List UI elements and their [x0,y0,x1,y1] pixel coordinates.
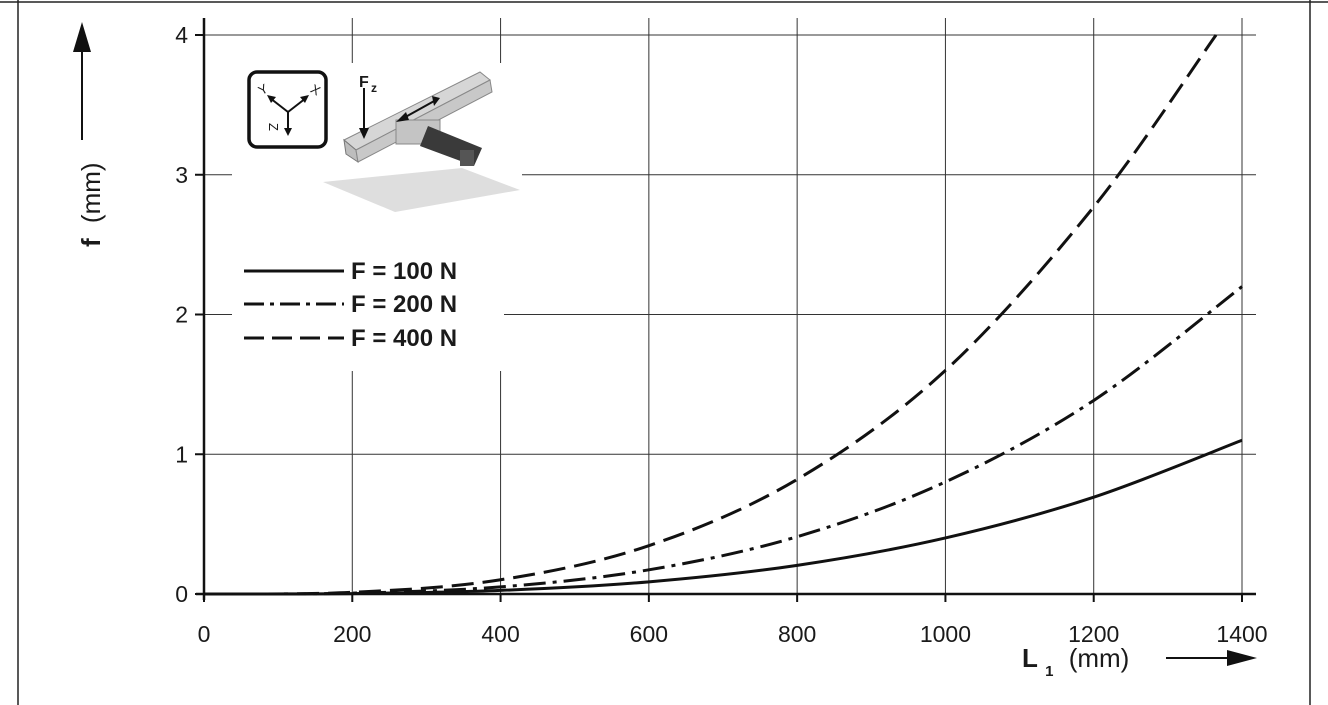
coordinate-system-icon: Y X Z [249,72,326,147]
x-axis-symbol: L [1022,643,1038,673]
inset-illustration: Y X Z F z [232,63,522,278]
y-tick-label: 3 [175,162,188,188]
x-axis-unit: (mm) [1069,643,1130,673]
svg-text:L 1 (mm): L 1 (mm) [1022,643,1129,682]
y-tick-label: 4 [175,22,188,48]
legend-label-200n: F = 200 N [351,291,457,318]
y-axis-unit: (mm) [76,162,106,223]
y-axis-symbol: f [76,238,106,247]
x-tick-label: 1400 [1216,621,1267,647]
legend-label-100n: F = 100 N [351,258,457,285]
y-axis-title: f (mm) [73,22,106,247]
x-tick-label: 800 [778,621,816,647]
legend-label-400n: F = 400 N [351,325,457,352]
y-tick-label: 2 [175,302,188,328]
x-tick-label: 600 [630,621,668,647]
x-tick-label: 400 [481,621,519,647]
x-axis-title: L 1 (mm) [1022,643,1257,682]
legend: F = 100 N F = 200 N F = 400 N [232,256,504,371]
y-tick-label: 1 [175,441,188,467]
svg-text:f (mm): f (mm) [76,162,106,247]
x-tick-label: 0 [198,621,211,647]
inset-force-subscript: z [371,81,377,95]
inset-force-label: F [359,74,369,91]
y-tick-label: 0 [175,581,188,607]
x-axis-subscript: 1 [1045,663,1053,680]
x-tick-label: 200 [333,621,371,647]
inset-axis-z: Z [266,123,281,131]
x-tick-label: 1000 [920,621,971,647]
